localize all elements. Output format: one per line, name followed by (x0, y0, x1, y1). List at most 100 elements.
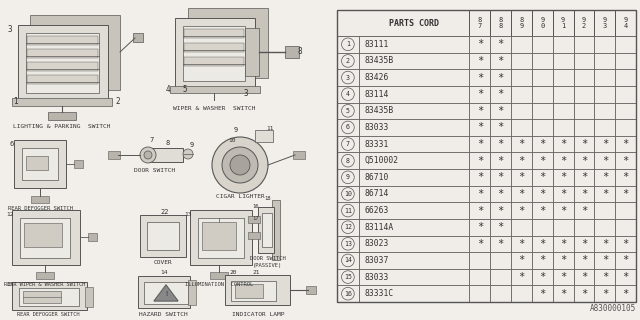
Bar (553, 236, 573, 252)
Bar (469, 285, 490, 302)
Bar (595, 202, 615, 219)
Bar (573, 186, 595, 202)
Bar (511, 169, 532, 186)
Bar (138, 276, 190, 308)
Bar (235, 284, 263, 298)
Bar (337, 202, 359, 219)
Text: *: * (623, 156, 628, 166)
Text: *: * (518, 156, 525, 166)
Text: *: * (580, 189, 587, 199)
Text: INDICATOR LAMP: INDICATOR LAMP (232, 311, 284, 316)
Text: *: * (477, 56, 483, 66)
Text: 83023: 83023 (365, 239, 389, 248)
Text: *: * (623, 272, 628, 282)
Text: 86710: 86710 (365, 173, 389, 182)
Bar (85, 287, 93, 307)
Text: *: * (580, 139, 587, 149)
Bar (24, 223, 62, 247)
Text: *: * (580, 239, 587, 249)
Bar (553, 86, 573, 102)
Text: *: * (497, 56, 504, 66)
Bar (74, 160, 83, 168)
Text: *: * (623, 139, 628, 149)
Text: *: * (539, 289, 545, 299)
Bar (553, 186, 573, 202)
Circle shape (230, 155, 250, 175)
Bar (337, 236, 359, 252)
Bar (469, 269, 490, 285)
Bar (595, 10, 615, 36)
Bar (615, 186, 636, 202)
Text: *: * (497, 189, 504, 199)
Bar (595, 219, 615, 236)
Bar (359, 169, 469, 186)
Bar (170, 86, 260, 93)
Text: WIPER & WASHER  SWITCH: WIPER & WASHER SWITCH (173, 106, 255, 110)
Text: *: * (560, 272, 566, 282)
Bar (12, 210, 80, 265)
Text: 66263: 66263 (365, 206, 389, 215)
Bar (573, 10, 595, 36)
Text: HAZARD SWITCH: HAZARD SWITCH (139, 311, 188, 316)
Bar (26, 33, 99, 93)
Bar (337, 119, 359, 136)
Bar (188, 8, 268, 78)
Text: ILLUMINATION  CONTROL: ILLUMINATION CONTROL (185, 282, 253, 286)
Text: *: * (539, 255, 545, 265)
Text: 2: 2 (116, 98, 120, 107)
Bar (511, 102, 532, 119)
Bar (359, 119, 469, 136)
Text: Q510002: Q510002 (365, 156, 399, 165)
Text: 14: 14 (160, 269, 168, 275)
Bar (615, 119, 636, 136)
Bar (573, 86, 595, 102)
Text: *: * (518, 272, 525, 282)
Bar (573, 236, 595, 252)
Text: 12: 12 (6, 212, 13, 217)
Bar (27, 36, 98, 45)
Text: 9: 9 (346, 174, 350, 180)
Bar (573, 69, 595, 86)
Text: *: * (518, 205, 525, 216)
Bar (359, 285, 469, 302)
Bar (198, 218, 244, 258)
Bar (469, 136, 490, 152)
Text: 8
7: 8 7 (477, 17, 482, 29)
Circle shape (342, 171, 355, 184)
Circle shape (342, 105, 355, 117)
Bar (490, 219, 511, 236)
Bar (359, 269, 469, 285)
Text: *: * (560, 239, 566, 249)
Text: 83114: 83114 (365, 90, 389, 99)
Text: 8: 8 (298, 47, 302, 57)
Bar (337, 36, 359, 52)
Text: COVER: COVER (154, 260, 172, 265)
Text: 15: 15 (344, 274, 352, 280)
Circle shape (342, 188, 355, 200)
Text: *: * (497, 156, 504, 166)
Bar (469, 69, 490, 86)
Text: 83331C: 83331C (365, 289, 394, 298)
Text: LIGHTING & PARKING  SWITCH: LIGHTING & PARKING SWITCH (13, 124, 111, 129)
Bar (14, 140, 66, 188)
Bar (108, 151, 120, 159)
Text: *: * (560, 205, 566, 216)
Bar (48, 112, 76, 120)
Bar (184, 43, 244, 52)
Bar (595, 136, 615, 152)
Text: *: * (602, 139, 608, 149)
Bar (615, 285, 636, 302)
Bar (359, 202, 469, 219)
Text: 9
2: 9 2 (582, 17, 586, 29)
Bar (490, 252, 511, 269)
Bar (532, 186, 553, 202)
Text: *: * (477, 106, 483, 116)
Bar (469, 119, 490, 136)
Text: 16: 16 (344, 291, 352, 297)
Bar (490, 169, 511, 186)
Bar (511, 236, 532, 252)
Bar (553, 219, 573, 236)
Bar (148, 148, 183, 162)
Text: *: * (560, 139, 566, 149)
Text: *: * (602, 289, 608, 299)
